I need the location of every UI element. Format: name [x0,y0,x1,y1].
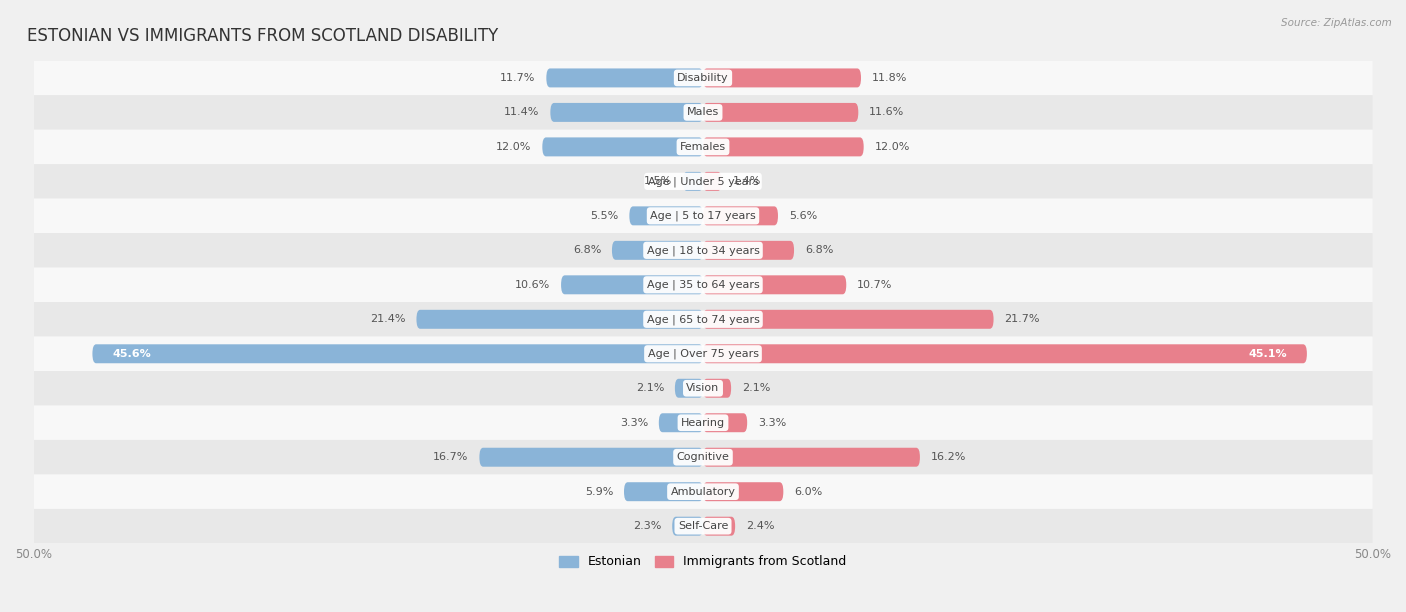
FancyBboxPatch shape [547,69,703,88]
Text: 11.4%: 11.4% [505,108,540,118]
FancyBboxPatch shape [630,206,703,225]
Text: Age | 65 to 74 years: Age | 65 to 74 years [647,314,759,324]
FancyBboxPatch shape [34,95,1372,130]
FancyBboxPatch shape [703,517,735,536]
FancyBboxPatch shape [561,275,703,294]
FancyBboxPatch shape [34,474,1372,509]
FancyBboxPatch shape [703,379,731,398]
Text: 3.3%: 3.3% [620,418,648,428]
FancyBboxPatch shape [34,199,1372,233]
FancyBboxPatch shape [93,345,703,364]
Text: 11.8%: 11.8% [872,73,907,83]
Text: 5.6%: 5.6% [789,211,817,221]
Text: Age | 5 to 17 years: Age | 5 to 17 years [650,211,756,221]
FancyBboxPatch shape [703,172,721,191]
Text: 2.1%: 2.1% [636,383,664,394]
FancyBboxPatch shape [34,406,1372,440]
Text: Age | 18 to 34 years: Age | 18 to 34 years [647,245,759,256]
Text: 45.6%: 45.6% [112,349,152,359]
FancyBboxPatch shape [34,440,1372,474]
Text: 10.6%: 10.6% [515,280,550,290]
FancyBboxPatch shape [703,275,846,294]
FancyBboxPatch shape [703,138,863,157]
Text: 21.7%: 21.7% [1004,315,1040,324]
FancyBboxPatch shape [703,241,794,260]
FancyBboxPatch shape [34,371,1372,406]
Text: 16.7%: 16.7% [433,452,468,462]
Text: Source: ZipAtlas.com: Source: ZipAtlas.com [1281,18,1392,28]
FancyBboxPatch shape [34,61,1372,95]
FancyBboxPatch shape [34,164,1372,199]
FancyBboxPatch shape [34,267,1372,302]
Text: Disability: Disability [678,73,728,83]
Text: Ambulatory: Ambulatory [671,487,735,497]
Text: 12.0%: 12.0% [875,142,910,152]
FancyBboxPatch shape [703,448,920,467]
Text: Age | Over 75 years: Age | Over 75 years [648,348,758,359]
Text: 5.5%: 5.5% [591,211,619,221]
Text: 11.6%: 11.6% [869,108,904,118]
Text: Hearing: Hearing [681,418,725,428]
FancyBboxPatch shape [703,103,858,122]
FancyBboxPatch shape [34,233,1372,267]
FancyBboxPatch shape [659,413,703,432]
Text: 12.0%: 12.0% [496,142,531,152]
Text: 5.9%: 5.9% [585,487,613,497]
FancyBboxPatch shape [34,302,1372,337]
Text: 6.0%: 6.0% [794,487,823,497]
Text: 11.7%: 11.7% [501,73,536,83]
FancyBboxPatch shape [550,103,703,122]
FancyBboxPatch shape [703,345,1308,364]
Text: 2.1%: 2.1% [742,383,770,394]
FancyBboxPatch shape [703,482,783,501]
FancyBboxPatch shape [624,482,703,501]
FancyBboxPatch shape [34,337,1372,371]
FancyBboxPatch shape [672,517,703,536]
Text: 3.3%: 3.3% [758,418,786,428]
Text: 10.7%: 10.7% [858,280,893,290]
FancyBboxPatch shape [479,448,703,467]
Text: 6.8%: 6.8% [804,245,834,255]
FancyBboxPatch shape [543,138,703,157]
Text: Age | 35 to 64 years: Age | 35 to 64 years [647,280,759,290]
FancyBboxPatch shape [703,310,994,329]
FancyBboxPatch shape [683,172,703,191]
FancyBboxPatch shape [612,241,703,260]
FancyBboxPatch shape [675,379,703,398]
Legend: Estonian, Immigrants from Scotland: Estonian, Immigrants from Scotland [554,550,852,573]
Text: 16.2%: 16.2% [931,452,966,462]
FancyBboxPatch shape [416,310,703,329]
Text: 2.3%: 2.3% [633,521,661,531]
Text: Females: Females [681,142,725,152]
Text: 6.8%: 6.8% [572,245,602,255]
Text: 45.1%: 45.1% [1249,349,1286,359]
Text: Vision: Vision [686,383,720,394]
FancyBboxPatch shape [34,130,1372,164]
Text: Males: Males [688,108,718,118]
FancyBboxPatch shape [703,413,747,432]
FancyBboxPatch shape [703,206,778,225]
FancyBboxPatch shape [34,509,1372,543]
Text: 2.4%: 2.4% [745,521,775,531]
Text: ESTONIAN VS IMMIGRANTS FROM SCOTLAND DISABILITY: ESTONIAN VS IMMIGRANTS FROM SCOTLAND DIS… [27,28,498,45]
Text: 1.5%: 1.5% [644,176,672,187]
Text: Self-Care: Self-Care [678,521,728,531]
FancyBboxPatch shape [703,69,860,88]
Text: 21.4%: 21.4% [370,315,406,324]
Text: 1.4%: 1.4% [733,176,761,187]
Text: Age | Under 5 years: Age | Under 5 years [648,176,758,187]
Text: Cognitive: Cognitive [676,452,730,462]
